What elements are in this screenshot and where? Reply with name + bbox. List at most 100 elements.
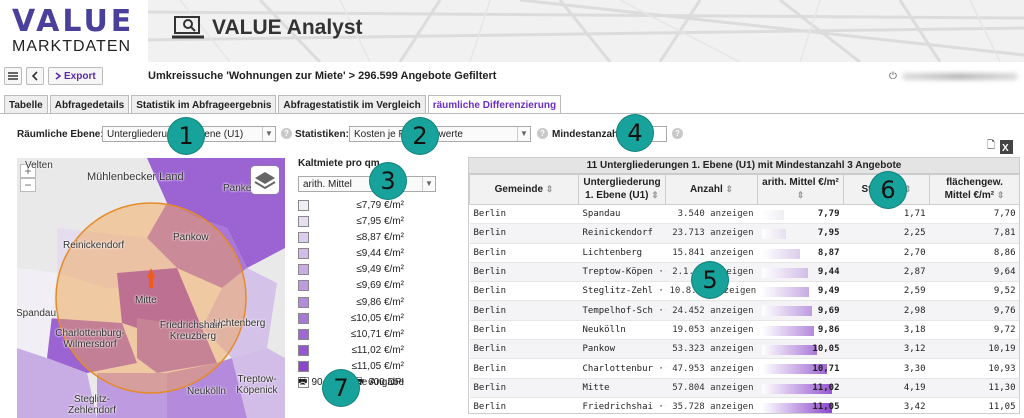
col-header-flaechengew[interactable]: flächengew. Mittel €/m² ⇕ bbox=[929, 174, 1019, 205]
legend-row: ≤10,71 €/m² bbox=[298, 327, 404, 343]
col-header-anzahl[interactable]: Anzahl ⇕ bbox=[665, 174, 758, 205]
cell-mittel: 9,86 bbox=[757, 320, 844, 341]
cell-stabw: 3,18 bbox=[843, 320, 930, 341]
stats-table-panel: 11 Untergliederungen 1. Ebene (U1) mit M… bbox=[468, 157, 1020, 414]
cell-stabw: 2,59 bbox=[843, 281, 930, 302]
cell-anzahl[interactable]: 15.841 anzeigen bbox=[665, 243, 758, 263]
printer-icon[interactable]: 🖶 bbox=[298, 376, 308, 387]
value-logo[interactable]: VALUE MARKTDATEN bbox=[0, 0, 148, 62]
zoom-controls: + − bbox=[20, 164, 38, 192]
zoom-in-button[interactable]: + bbox=[20, 164, 36, 178]
col-header-mittel[interactable]: arith. Mittel €/m² ⇕ bbox=[757, 174, 844, 205]
dropdown-arrow-icon: ▼ bbox=[262, 127, 275, 141]
tab-abfragestatistik-vergleich[interactable]: Abfragestatistik im Vergleich bbox=[278, 95, 426, 114]
help-icon[interactable]: ? bbox=[537, 128, 548, 139]
table-row[interactable]: Berlin Charlottenbur ··· 47.953 anzeigen 10… bbox=[469, 358, 1019, 379]
export-button[interactable]: Export bbox=[48, 67, 103, 85]
callout-badge-4: 4 bbox=[617, 115, 653, 151]
table-row[interactable]: Berlin Tempelhof-Sch ··· 24.452 anzeigen 9,… bbox=[469, 300, 1019, 321]
cell-anzahl[interactable]: 57.804 anzeigen bbox=[665, 378, 758, 398]
printer-icon[interactable]: 🖶 bbox=[354, 376, 365, 387]
table-row[interactable]: Berlin Neukölln 19.053 anzeigen 9,86 3,18 9,7… bbox=[469, 320, 1019, 341]
table-row[interactable]: Berlin Lichtenberg 15.841 anzeigen 8,87 2,70… bbox=[469, 243, 1019, 263]
cell-stabw: 3,42 bbox=[843, 397, 930, 413]
mittel-value: 11,02 bbox=[812, 382, 840, 393]
statistik-select[interactable]: Kosten je F... Mittelwerte ▼ bbox=[349, 126, 531, 142]
legend-swatch bbox=[298, 360, 309, 372]
legend-row: Keine Angabe bbox=[298, 375, 404, 391]
map-label-steglitz: Steglitz-Zehlendorf bbox=[68, 394, 116, 416]
query-title: Umkreissuche 'Wohnungen zur Miete' > 296… bbox=[148, 70, 497, 82]
table-caption: 11 Untergliederungen 1. Ebene (U1) mit M… bbox=[469, 158, 1019, 174]
print-dpi-low[interactable]: 90 bbox=[311, 377, 323, 388]
menu-button[interactable] bbox=[4, 67, 22, 85]
logo-marktdaten-text: MARKTDATEN bbox=[12, 38, 132, 55]
value-bar bbox=[761, 306, 812, 317]
cell-gemeinde: Berlin bbox=[469, 281, 579, 302]
layers-button[interactable] bbox=[251, 166, 279, 194]
csv-file-icon[interactable]: 🗋 bbox=[987, 140, 996, 151]
street-map-background bbox=[140, 0, 1024, 62]
cell-anzahl[interactable]: 23.713 anzeigen bbox=[665, 223, 758, 244]
cell-anzahl[interactable]: 19.053 anzeigen bbox=[665, 320, 758, 341]
col-header-gemeinde[interactable]: Gemeinde ⇕ bbox=[469, 174, 579, 205]
legend-row: ≤8,87 €/m² bbox=[298, 230, 404, 246]
cell-anzahl[interactable]: 35.728 anzeigen bbox=[665, 397, 758, 413]
cell-anzahl[interactable]: 53.323 anzeigen bbox=[665, 339, 758, 360]
cell-anzahl[interactable]: 47.953 anzeigen bbox=[665, 358, 758, 379]
table-row[interactable]: Berlin Treptow-Köpen ··· 2.1... anzeigen 9,… bbox=[469, 262, 1019, 283]
cell-anzahl[interactable]: 24.452 anzeigen bbox=[665, 300, 758, 321]
back-button[interactable] bbox=[26, 67, 44, 85]
tab-abfragedetails[interactable]: Abfragedetails bbox=[49, 95, 130, 114]
table-row[interactable]: Berlin Pankow 53.323 anzeigen 10,05 3,12 10,1… bbox=[469, 339, 1019, 360]
col-header-u1[interactable]: Untergliederung 1. Ebene (U1) ⇕ bbox=[578, 174, 666, 205]
legend-swatch bbox=[298, 264, 309, 276]
value-bar bbox=[761, 229, 786, 240]
legend-range-label: ≤10,05 €/m² bbox=[350, 312, 404, 324]
cell-flaechengew: 10,93 bbox=[929, 358, 1019, 379]
table-row[interactable]: Berlin Steglitz-Zehl ··· 10.8... anzeigen 9… bbox=[469, 281, 1019, 302]
chevron-right-icon bbox=[55, 72, 61, 80]
value-bar bbox=[761, 248, 800, 259]
legend-row: ≤10,05 €/m² bbox=[298, 311, 404, 327]
mittel-value: 10,05 bbox=[812, 344, 840, 355]
legend-stat-select[interactable]: arith. Mittel ▼ bbox=[298, 176, 436, 192]
blurred-user-info bbox=[902, 73, 1018, 80]
tab-divider bbox=[0, 113, 1024, 114]
legend-swatch bbox=[298, 216, 309, 228]
print-dpi-high[interactable]: 600 DPI bbox=[368, 377, 405, 388]
power-icon[interactable]: ⏻ bbox=[889, 71, 897, 82]
cell-gemeinde: Berlin bbox=[469, 223, 579, 244]
tab-raeumliche-differenzierung[interactable]: räumliche Differenzierung bbox=[427, 95, 562, 114]
cell-anzahl[interactable]: 3.540 anzeigen bbox=[665, 204, 758, 225]
excel-icon[interactable]: X bbox=[1000, 139, 1014, 154]
cell-stabw: 3,12 bbox=[843, 339, 930, 360]
choropleth-map[interactable]: + − Mühlenbecker Land Pankow Reinickendo… bbox=[17, 158, 285, 418]
header-banner: VALUE MARKTDATEN VALUE Analyst bbox=[0, 0, 1024, 62]
cell-mittel: 8,87 bbox=[757, 243, 844, 263]
cell-flaechengew: 10,19 bbox=[929, 339, 1019, 360]
logo-value-text: VALUE bbox=[12, 4, 135, 39]
tab-tabelle[interactable]: Tabelle bbox=[4, 95, 48, 114]
cell-gemeinde: Berlin bbox=[469, 397, 579, 413]
tab-statistik-abfrageergebnis[interactable]: Statistik im Abfrageergebnis bbox=[131, 95, 277, 114]
legend-list: ≤7,79 €/m² ≤7,95 €/m² ≤8,87 €/m² ≤9,44 €/m²… bbox=[298, 198, 404, 391]
cell-stabw: 4,19 bbox=[843, 378, 930, 398]
cell-stabw: 2,98 bbox=[843, 300, 930, 321]
cell-u1: Spandau bbox=[578, 204, 666, 225]
cell-gemeinde: Berlin bbox=[469, 300, 579, 321]
help-icon[interactable]: ? bbox=[672, 128, 683, 139]
zoom-out-button[interactable]: − bbox=[20, 178, 36, 192]
table-row[interactable]: Berlin Mitte 57.804 anzeigen 11,02 4,19 11,30 bbox=[469, 378, 1019, 398]
table-row[interactable]: Berlin Spandau 3.540 anzeigen 7,79 1,71 7,70 bbox=[469, 204, 1019, 225]
callout-badge-7: 7 bbox=[323, 370, 359, 406]
legend-range-label: ≤11,02 €/m² bbox=[351, 344, 404, 356]
map-label-treptow: Treptow-Köpenick bbox=[236, 374, 278, 396]
callout-badge-2: 2 bbox=[402, 118, 438, 154]
table-row[interactable]: Berlin Reinickendorf 23.713 anzeigen 7,95 2,… bbox=[469, 223, 1019, 244]
help-icon[interactable]: ? bbox=[281, 128, 292, 139]
cell-stabw: 2,87 bbox=[843, 262, 930, 283]
table-row[interactable]: Berlin Friedrichshai ··· 35.728 anzeigen 11… bbox=[469, 397, 1019, 413]
legend-range-label: ≤11,05 €/m² bbox=[351, 360, 404, 372]
